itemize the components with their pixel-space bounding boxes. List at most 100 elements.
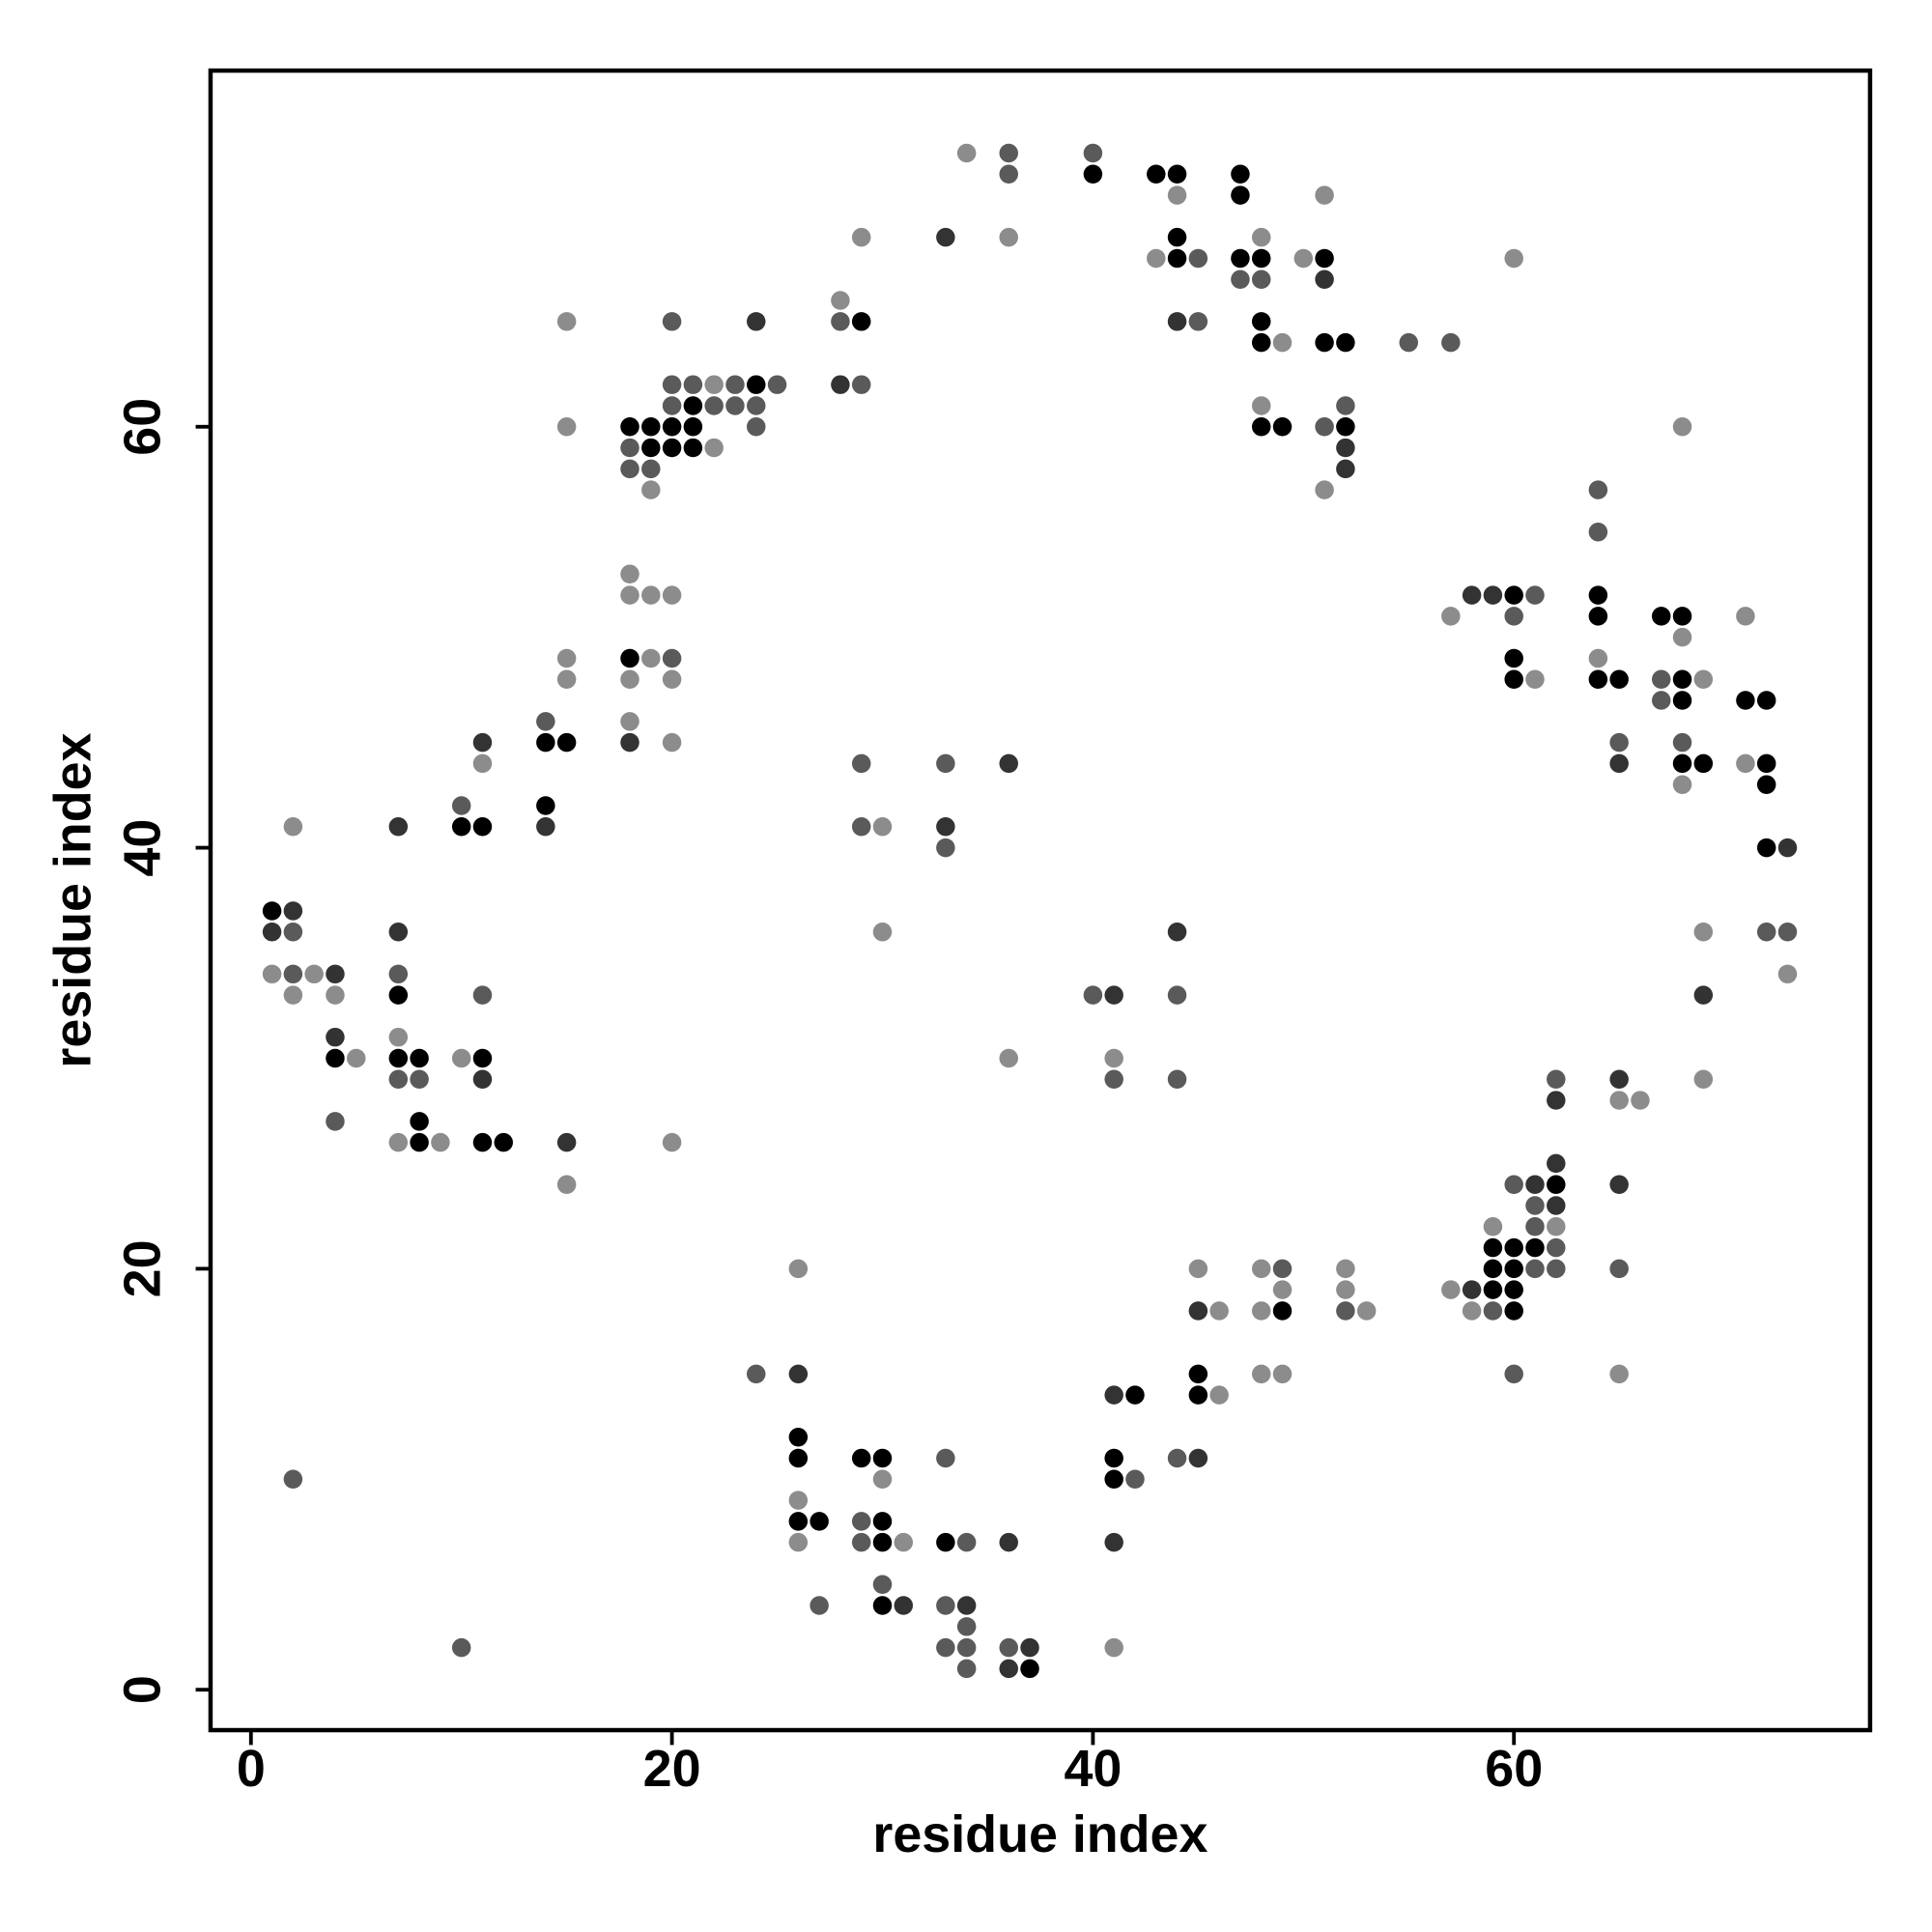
contact-point — [788, 1512, 809, 1531]
contact-point — [704, 396, 724, 415]
contact-point — [1188, 1301, 1208, 1321]
contact-point — [936, 1532, 955, 1552]
contact-point — [1315, 248, 1334, 269]
contact-point — [472, 817, 493, 837]
contact-point — [283, 901, 303, 921]
y-tick-label: 40 — [114, 819, 172, 877]
contact-point — [1777, 964, 1798, 984]
contact-point — [641, 417, 661, 437]
contact-point — [1609, 1069, 1629, 1090]
contact-point — [556, 669, 577, 689]
contact-point — [683, 438, 703, 458]
contact-point — [1651, 691, 1671, 710]
contact-point — [1336, 1301, 1355, 1321]
plot-frame — [208, 68, 1873, 1733]
contact-point — [936, 753, 955, 774]
contact-point — [683, 396, 703, 415]
contact-point — [1147, 248, 1166, 269]
contact-point — [1167, 1448, 1187, 1468]
contact-point — [1483, 1217, 1503, 1236]
contact-point — [1167, 985, 1187, 1005]
contact-point — [1462, 1301, 1482, 1321]
y-tick-label: 0 — [114, 1675, 172, 1704]
contact-point — [1693, 669, 1714, 689]
contact-point — [620, 669, 639, 689]
contact-point — [1483, 1301, 1503, 1321]
contact-point — [556, 732, 577, 753]
contact-point — [788, 1259, 809, 1279]
contact-point — [662, 648, 682, 668]
contact-point — [999, 753, 1018, 774]
contact-point — [556, 312, 577, 331]
contact-point — [410, 1112, 429, 1131]
contact-point — [1441, 332, 1461, 353]
contact-point — [1251, 417, 1271, 437]
contact-point — [788, 1448, 809, 1468]
contact-point — [283, 1469, 303, 1490]
contact-point — [662, 438, 682, 458]
contact-point — [388, 1027, 409, 1047]
contact-point — [1315, 185, 1334, 205]
contact-point — [1315, 417, 1334, 437]
contact-point — [1462, 585, 1482, 605]
contact-point — [872, 922, 893, 942]
contact-point — [725, 396, 745, 415]
contact-point — [1251, 1364, 1271, 1384]
contact-point — [1588, 648, 1608, 668]
contact-point — [1504, 1259, 1523, 1279]
contact-point — [1147, 164, 1166, 185]
contact-point — [956, 1637, 977, 1658]
contact-point — [1209, 1301, 1229, 1321]
contact-point — [1588, 585, 1608, 605]
contact-point — [1231, 270, 1250, 289]
contact-point — [851, 1512, 871, 1531]
contact-point — [1504, 1364, 1523, 1384]
contact-point — [620, 459, 639, 479]
contact-point — [1209, 1385, 1229, 1405]
contact-point — [851, 1532, 871, 1552]
contact-point — [1693, 922, 1714, 942]
contact-point — [936, 1448, 955, 1468]
contact-point — [999, 227, 1018, 247]
contact-point — [388, 1132, 409, 1152]
contact-point — [851, 227, 871, 247]
contact-point — [1104, 1469, 1123, 1490]
contact-point — [620, 417, 639, 437]
contact-point — [1504, 248, 1523, 269]
contact-point — [956, 1596, 977, 1615]
contact-point — [1756, 775, 1776, 794]
contact-point — [1693, 1069, 1714, 1090]
contact-point — [1251, 396, 1271, 415]
contact-point — [747, 375, 766, 394]
contact-point — [662, 669, 682, 689]
contact-point — [1251, 270, 1271, 289]
contact-point — [536, 796, 555, 815]
contact-point — [683, 375, 703, 394]
contact-point — [1104, 1385, 1123, 1405]
x-axis-label: residue index — [872, 1805, 1208, 1863]
contact-point — [1547, 1237, 1566, 1258]
contact-point — [283, 985, 303, 1005]
contact-point — [1651, 669, 1671, 689]
contact-point — [788, 1491, 809, 1510]
contact-point — [1231, 164, 1250, 185]
contact-point — [1125, 1469, 1145, 1490]
contact-point — [936, 838, 955, 858]
contact-point — [326, 1112, 345, 1131]
contact-point — [1188, 1259, 1208, 1279]
contact-point — [1315, 480, 1334, 499]
contact-point — [326, 1048, 345, 1068]
contact-point — [1188, 1448, 1208, 1468]
contact-point — [472, 985, 493, 1005]
contact-point — [1231, 248, 1250, 269]
contact-point — [788, 1427, 809, 1447]
contact-point — [1251, 1301, 1271, 1321]
contact-point — [472, 732, 493, 753]
contact-point — [1525, 1217, 1545, 1236]
contact-point — [1188, 248, 1208, 269]
contact-point — [536, 817, 555, 837]
contact-point — [472, 1048, 493, 1068]
contact-point — [1756, 691, 1776, 710]
contact-point — [872, 817, 893, 837]
